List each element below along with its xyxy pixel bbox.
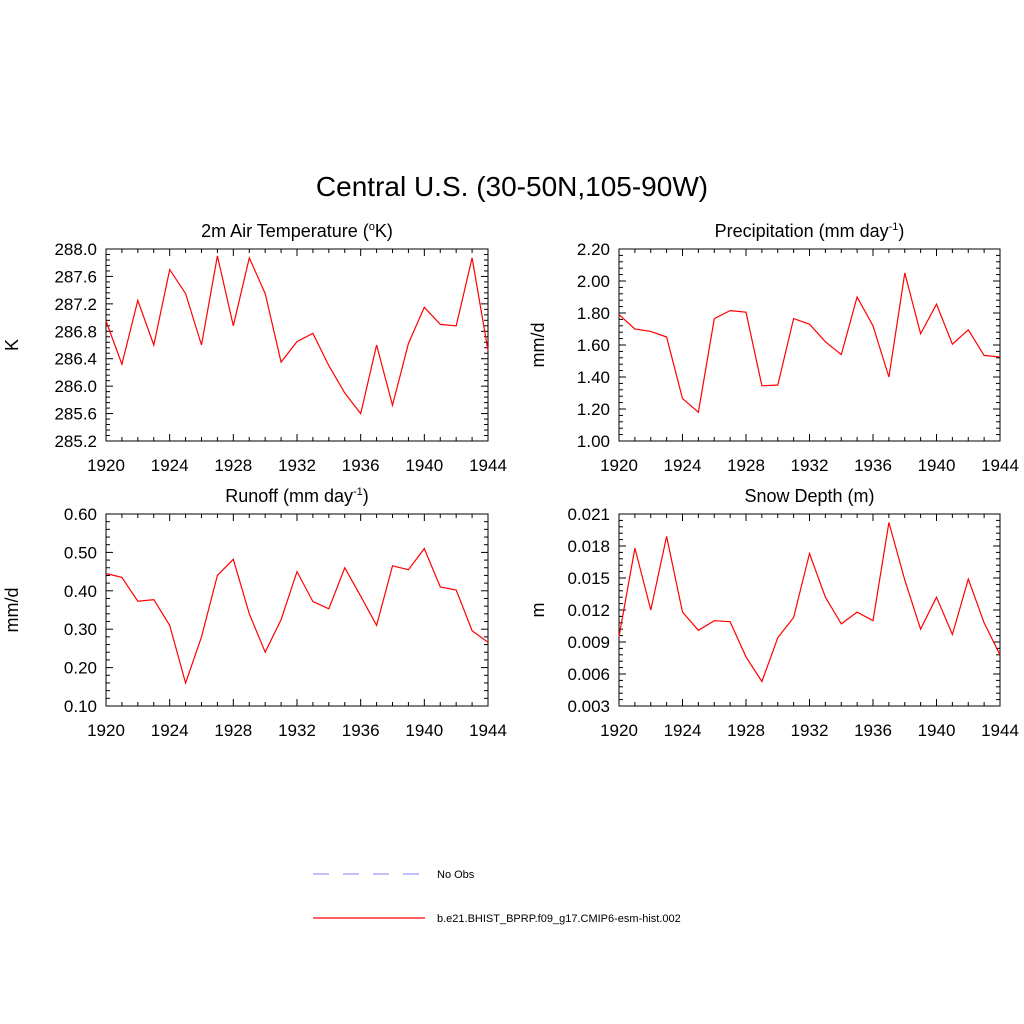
precipitation-x-tick-label: 1928 <box>727 456 765 475</box>
runoff-x-tick-label: 1928 <box>214 721 252 740</box>
precipitation-x-tick-label: 1932 <box>791 456 829 475</box>
precipitation-plot-frame <box>618 248 1001 442</box>
temperature-y-axis-label: K <box>2 339 22 351</box>
runoff-y-tick-label: 0.10 <box>64 697 97 716</box>
temperature-x-tick-label: 1920 <box>87 456 125 475</box>
snow-depth-y-tick-label: 0.012 <box>567 601 610 620</box>
precipitation-x-tick-label: 1924 <box>664 456 702 475</box>
temperature-x-tick-label: 1944 <box>469 456 507 475</box>
snow-depth-x-tick-label: 1940 <box>918 721 956 740</box>
snow-depth-x-tick-label: 1936 <box>854 721 892 740</box>
temperature-x-tick-label: 1932 <box>278 456 316 475</box>
temperature-y-tick-label: 286.4 <box>54 350 97 369</box>
runoff-y-tick-label: 0.40 <box>64 582 97 601</box>
snow-depth-x-tick-label: 1928 <box>727 721 765 740</box>
runoff-x-tick-label: 1932 <box>278 721 316 740</box>
precipitation-x-tick-label: 1940 <box>918 456 956 475</box>
precipitation-y-tick-label: 2.00 <box>577 272 610 291</box>
snow-depth-plot-frame <box>618 513 1001 707</box>
precipitation-y-tick-label: 2.20 <box>577 240 610 259</box>
precipitation-panel: 1920 1924 1928 1932 1936 1940 1944 1.00 1.20 1.40… <box>528 221 1019 475</box>
runoff-x-tick-label: 1936 <box>342 721 380 740</box>
runoff-y-tick-label: 0.30 <box>64 620 97 639</box>
runoff-y-tick-label: 0.50 <box>64 543 97 562</box>
precipitation-x-tick-label: 1936 <box>854 456 892 475</box>
snow-depth-panel-title: Snow Depth (m) <box>744 486 874 506</box>
snow-depth-y-tick-label: 0.021 <box>567 505 610 524</box>
temperature-y-tick-label: 285.6 <box>54 405 97 424</box>
temperature-y-tick-label: 286.0 <box>54 377 97 396</box>
runoff-x-tick-label: 1940 <box>405 721 443 740</box>
temperature-y-tick-label: 285.2 <box>54 432 97 451</box>
snow-depth-panel: 1920 1924 1928 1932 1936 1940 1944 0.003 0.006 0.… <box>528 486 1019 740</box>
precipitation-x-tick-label: 1920 <box>600 456 638 475</box>
chart-panels: 1920 1924 1928 1932 1936 1940 1944 285.2 285.6 28… <box>2 221 1019 740</box>
snow-depth-y-axis-label: m <box>528 603 548 618</box>
precipitation-x-tick-label: 1944 <box>981 456 1019 475</box>
temperature-y-tick-label: 288.0 <box>54 240 97 259</box>
runoff-x-tick-label: 1924 <box>151 721 189 740</box>
runoff-y-axis-label: mm/d <box>2 588 22 633</box>
runoff-x-tick-label: 1920 <box>87 721 125 740</box>
temperature-panel: 1920 1924 1928 1932 1936 1940 1944 285.2 285.6 28… <box>2 221 507 475</box>
snow-depth-y-tick-label: 0.015 <box>567 569 610 588</box>
precipitation-panel-title: Precipitation (mm day-1) <box>715 221 905 241</box>
runoff-x-tick-label: 1944 <box>469 721 507 740</box>
snow-depth-y-tick-label: 0.009 <box>567 633 610 652</box>
runoff-series-line <box>105 547 489 686</box>
legend-obs-label: No Obs <box>437 869 475 881</box>
snow-depth-y-tick-label: 0.018 <box>567 537 610 556</box>
precipitation-y-tick-label: 1.20 <box>577 400 610 419</box>
temperature-panel-title: 2m Air Temperature (oK) <box>201 221 393 241</box>
temperature-y-tick-label: 286.8 <box>54 322 97 341</box>
temperature-series-line <box>105 255 489 415</box>
snow-depth-y-tick-label: 0.006 <box>567 665 610 684</box>
runoff-panel: 1920 1924 1928 1932 1936 1940 1944 0.10 0.20 0.30… <box>2 486 507 740</box>
snow-depth-x-tick-label: 1944 <box>981 721 1019 740</box>
temperature-y-tick-label: 287.6 <box>54 267 97 286</box>
temperature-plot-frame <box>105 248 489 442</box>
snow-depth-x-tick-label: 1920 <box>600 721 638 740</box>
main-title: Central U.S. (30-50N,105-90W) <box>316 171 708 202</box>
runoff-panel-title: Runoff (mm day-1) <box>225 486 369 506</box>
temperature-x-tick-label: 1940 <box>405 456 443 475</box>
snow-depth-x-tick-label: 1932 <box>791 721 829 740</box>
precipitation-y-tick-label: 1.00 <box>577 432 610 451</box>
snow-depth-x-tick-label: 1924 <box>664 721 702 740</box>
precipitation-y-tick-label: 1.80 <box>577 304 610 323</box>
temperature-y-tick-label: 287.2 <box>54 295 97 314</box>
temperature-x-tick-label: 1928 <box>214 456 252 475</box>
snow-depth-series-line <box>618 522 1001 683</box>
temperature-x-tick-label: 1924 <box>151 456 189 475</box>
runoff-y-tick-label: 0.20 <box>64 659 97 678</box>
runoff-plot-frame <box>105 513 489 707</box>
legend-model-label: b.e21.BHIST_BPRP.f09_g17.CMIP6-esm-hist.… <box>437 913 681 925</box>
precipitation-y-tick-label: 1.40 <box>577 368 610 387</box>
temperature-x-tick-label: 1936 <box>342 456 380 475</box>
precipitation-series-line <box>618 272 1001 414</box>
runoff-y-tick-label: 0.60 <box>64 505 97 524</box>
precipitation-y-tick-label: 1.60 <box>577 336 610 355</box>
legend: No Obs b.e21.BHIST_BPRP.f09_g17.CMIP6-es… <box>313 869 681 925</box>
snow-depth-y-tick-label: 0.003 <box>567 697 610 716</box>
precipitation-y-axis-label: mm/d <box>528 323 548 368</box>
